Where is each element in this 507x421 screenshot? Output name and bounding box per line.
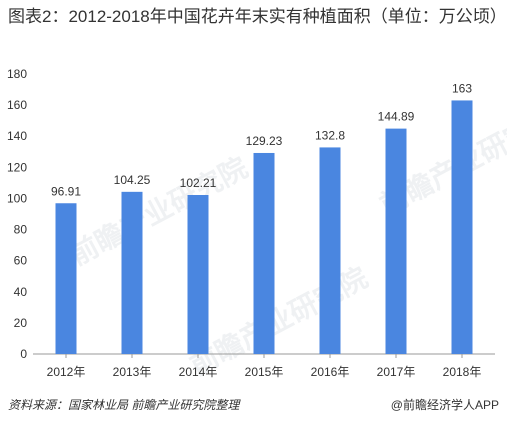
- x-tick-label: 2016年: [311, 365, 350, 379]
- x-tick-label: 2014年: [179, 365, 218, 379]
- x-tick-label: 2012年: [47, 365, 86, 379]
- y-tick-label: 120: [7, 160, 27, 174]
- x-tick-label: 2018年: [443, 365, 482, 379]
- data-label: 163: [452, 81, 472, 95]
- bar: [187, 195, 209, 354]
- bar: [319, 147, 341, 354]
- y-tick-label: 40: [14, 285, 28, 299]
- data-label: 144.89: [378, 110, 415, 124]
- bar: [55, 203, 77, 354]
- data-label: 129.23: [246, 134, 283, 148]
- data-label: 132.8: [315, 128, 345, 142]
- y-tick-label: 0: [20, 347, 27, 361]
- y-tick-label: 160: [7, 98, 27, 112]
- source-note: 资料来源：国家林业局 前瞻产业研究院整理: [8, 398, 240, 412]
- y-tick-label: 80: [14, 223, 28, 237]
- x-tick-label: 2017年: [377, 365, 416, 379]
- data-label: 104.25: [114, 173, 151, 187]
- chart-title: 图表2：2012-2018年中国花卉年末实有种植面积（单位：万公顷）: [8, 7, 507, 26]
- bar: [451, 100, 473, 354]
- y-tick-label: 180: [7, 67, 27, 81]
- x-tick-label: 2015年: [245, 365, 284, 379]
- x-tick-label: 2013年: [113, 365, 152, 379]
- bar: [385, 128, 407, 354]
- brand-credit: @前瞻经济学人APP: [390, 398, 499, 412]
- y-tick-label: 140: [7, 129, 27, 143]
- bar: [253, 152, 275, 354]
- y-tick-label: 20: [14, 316, 28, 330]
- y-tick-label: 100: [7, 191, 27, 205]
- data-label: 102.21: [180, 176, 217, 190]
- bar: [121, 191, 143, 354]
- y-tick-label: 60: [14, 254, 28, 268]
- data-label: 96.91: [51, 184, 81, 198]
